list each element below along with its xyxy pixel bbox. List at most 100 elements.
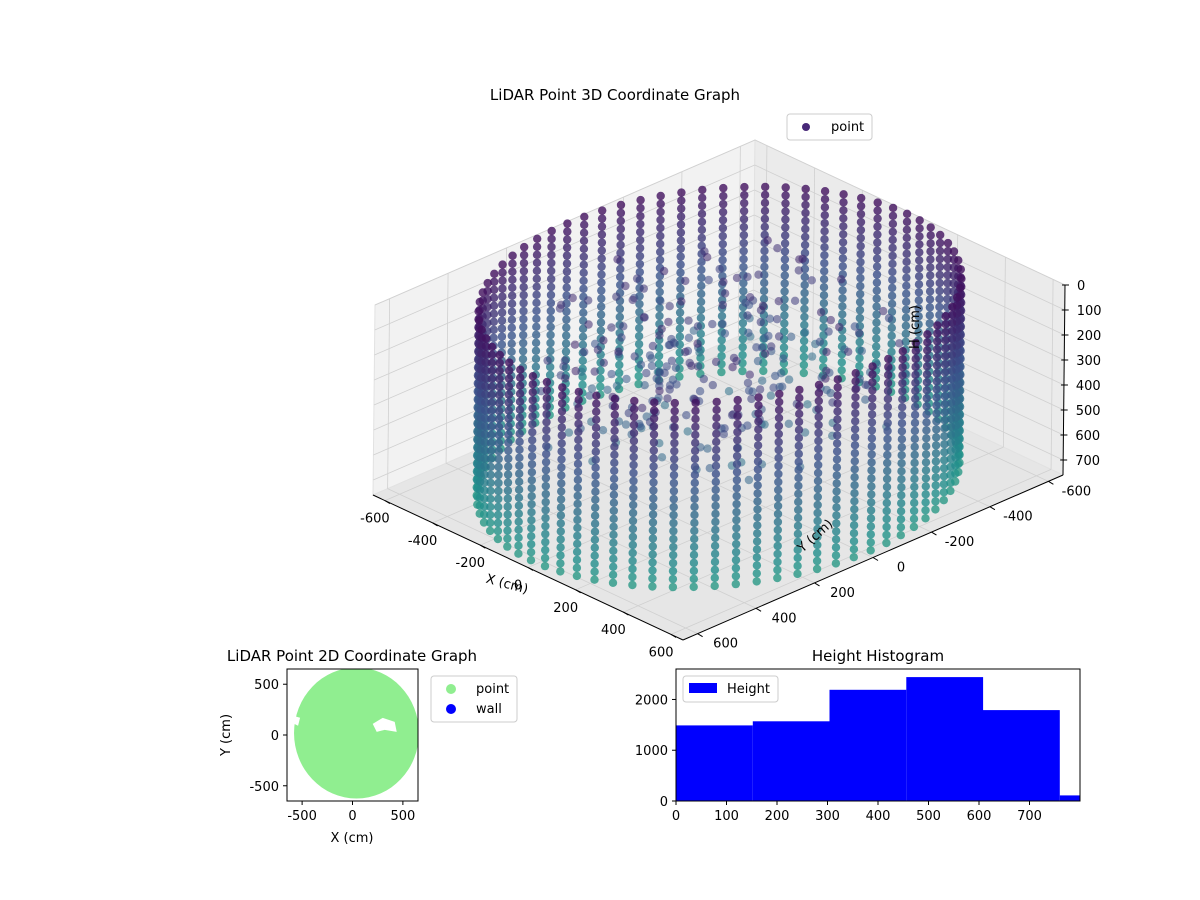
point-3d (873, 198, 882, 207)
point-3d (753, 505, 762, 514)
point-3d (668, 582, 678, 592)
point-3d (712, 445, 721, 455)
z-tick-label-3d: 500 (1076, 404, 1101, 419)
point-3d (540, 553, 550, 563)
point-3d (483, 278, 492, 288)
point-3d (656, 207, 665, 217)
point-3d (689, 582, 698, 592)
grid-x-wall (812, 167, 816, 358)
point-3d (480, 414, 490, 423)
point-3d (617, 333, 626, 342)
point-3d (515, 389, 525, 398)
point-3d (718, 247, 727, 257)
point-3d (947, 318, 957, 328)
chart-histogram-legend-swatch (689, 683, 717, 693)
point-3d (697, 209, 707, 219)
point-3d (794, 441, 803, 451)
point-3d (921, 466, 931, 475)
point-3d (487, 422, 496, 432)
point-3d (668, 566, 678, 576)
point-3d (676, 228, 686, 237)
point-3d (943, 246, 953, 256)
point-3d (695, 387, 705, 396)
point-3d (665, 340, 674, 350)
histogram-bar (829, 689, 907, 801)
point-3d (710, 557, 720, 567)
point-3d (628, 532, 638, 542)
point-3d (590, 551, 599, 560)
y-tick-3d (755, 607, 762, 612)
point-3d (855, 353, 864, 363)
point-3d (563, 227, 572, 236)
point-3d (747, 394, 756, 404)
point-3d (931, 441, 941, 450)
x-tick-label-hist: 500 (916, 809, 941, 824)
point-3d (813, 476, 823, 486)
histogram-bar (752, 721, 830, 801)
point-3d (655, 287, 664, 297)
point-3d (921, 450, 931, 459)
point-3d (494, 462, 503, 472)
point-3d (883, 450, 892, 460)
point-3d (779, 343, 789, 352)
point-3d (508, 251, 517, 260)
point-3d (759, 286, 769, 296)
point-3d (710, 565, 720, 575)
point-3d (693, 339, 702, 348)
point-3d (943, 270, 952, 280)
point-3d (667, 356, 677, 365)
point-3d (656, 247, 665, 257)
point-3d (669, 518, 678, 528)
point-3d (693, 322, 703, 331)
point-3d (849, 537, 859, 546)
point-3d (728, 363, 737, 372)
point-3d (487, 350, 497, 360)
point-3d (839, 206, 848, 215)
chart-height-histogram: Height Histogram 0 100 200 300 400 500 600 700 … (635, 647, 1081, 824)
point-3d (668, 574, 678, 584)
point-3d (795, 401, 804, 411)
point-3d (760, 206, 770, 216)
point-3d (935, 310, 944, 320)
point-3d (947, 350, 956, 360)
point-3d (921, 498, 930, 507)
point-3d (867, 482, 876, 491)
point-3d (902, 249, 911, 258)
point-3d (650, 406, 659, 415)
x-tick-label-hist: 700 (1017, 809, 1042, 824)
point-3d (926, 247, 935, 256)
point-3d (481, 358, 490, 367)
point-3d (677, 188, 686, 197)
point-3d (610, 458, 619, 467)
point-3d (821, 374, 830, 383)
point-3d (636, 203, 645, 213)
point-3d (519, 298, 528, 308)
point-3d (526, 548, 536, 557)
point-3d (597, 238, 607, 247)
chart-3d-legend: point (786, 113, 873, 141)
point-3d (826, 315, 835, 325)
point-3d (888, 259, 897, 269)
point-3d (902, 297, 911, 306)
point-3d (820, 187, 830, 196)
point-3d (926, 231, 935, 240)
point-3d (597, 302, 606, 311)
point-3d (486, 446, 496, 456)
point-3d (773, 565, 782, 575)
point-3d (547, 234, 556, 244)
point-3d (820, 267, 829, 276)
point-3d (711, 533, 720, 543)
point-3d (800, 280, 809, 290)
point-3d (940, 448, 949, 457)
point-3d (697, 265, 706, 275)
point-3d (527, 452, 537, 461)
point-3d (773, 573, 782, 583)
chart-3d-legend-marker-point (802, 123, 810, 131)
point-3d (481, 374, 490, 383)
x-tick-label-hist: 400 (866, 809, 891, 824)
point-3d (532, 282, 541, 291)
point-3d (640, 381, 649, 390)
point-3d (911, 338, 920, 348)
point-3d (850, 322, 859, 331)
point-3d (676, 268, 685, 277)
